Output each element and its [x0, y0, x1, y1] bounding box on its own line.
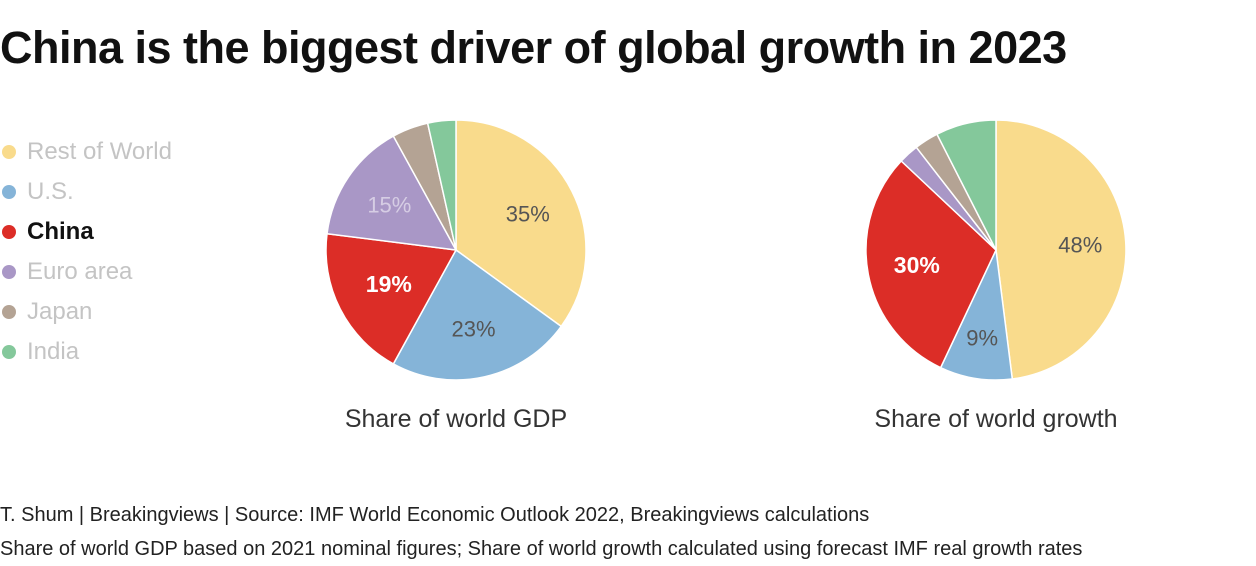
legend-item-rest-of-world: Rest of World — [0, 132, 172, 172]
legend-label-japan: Japan — [27, 298, 93, 325]
chart-title: China is the biggest driver of global gr… — [0, 22, 1067, 73]
legend-item-us: U.S. — [0, 172, 172, 212]
pie-slice-u-s — [392, 248, 563, 381]
pie-label-u-s: 23% — [452, 317, 496, 342]
legend-swatch-euro-area — [2, 265, 16, 279]
legend-item-euro-area: Euro area — [0, 252, 172, 292]
source-note: T. Shum | Breakingviews | Source: IMF Wo… — [0, 504, 870, 526]
pie-slice-japan — [915, 133, 997, 251]
pie-label-euro-area: 15% — [367, 193, 411, 218]
pie-slice-china — [865, 159, 997, 369]
pie-slice-china — [325, 232, 458, 365]
legend: Rest of World U.S. China Euro area Japan… — [0, 132, 172, 372]
legend-swatch-india — [2, 345, 16, 359]
legend-item-china: China — [0, 212, 172, 252]
pie-world-growth: 48% 9% 30% — [865, 119, 1127, 381]
legend-label-us: U.S. — [27, 178, 74, 205]
pie-world-growth-caption: Share of world growth — [874, 405, 1117, 433]
legend-swatch-china — [2, 225, 16, 239]
pie-slice-euro-area — [326, 135, 458, 251]
legend-label-india: India — [27, 338, 80, 365]
pie-world-gdp-caption: Share of world GDP — [345, 405, 567, 433]
pie-world-gdp: 35% 23% 19% 15% — [325, 119, 587, 381]
legend-item-india: India — [0, 332, 172, 372]
legend-swatch-rest-of-world — [2, 145, 16, 159]
legend-label-rest-of-world: Rest of World — [27, 138, 172, 165]
pie-slice-euro-area — [900, 146, 997, 251]
legend-swatch-japan — [2, 305, 16, 319]
pie-slice-japan — [392, 122, 457, 251]
legend-label-euro-area: Euro area — [27, 258, 133, 285]
pie-slice-rest-of-world — [455, 119, 587, 328]
pie-label-china: 30% — [894, 252, 940, 278]
pie-slice-u-s — [939, 247, 1014, 381]
pie-slice-india — [935, 119, 997, 251]
legend-label-china: China — [27, 218, 94, 245]
legend-swatch-us — [2, 185, 16, 199]
pie-slice-rest-of-world — [995, 119, 1127, 380]
legend-item-japan: Japan — [0, 292, 172, 332]
pie-label-china: 19% — [366, 271, 412, 297]
methodology-note: Share of world GDP based on 2021 nominal… — [0, 538, 1083, 560]
pie-label-u-s: 9% — [966, 325, 998, 350]
pie-label-rest-of-world: 35% — [506, 201, 550, 226]
pie-slice-india — [426, 119, 457, 251]
footer: T. Shum | Breakingviews | Source: IMF Wo… — [0, 498, 1082, 566]
pie-label-rest-of-world: 48% — [1058, 233, 1102, 258]
